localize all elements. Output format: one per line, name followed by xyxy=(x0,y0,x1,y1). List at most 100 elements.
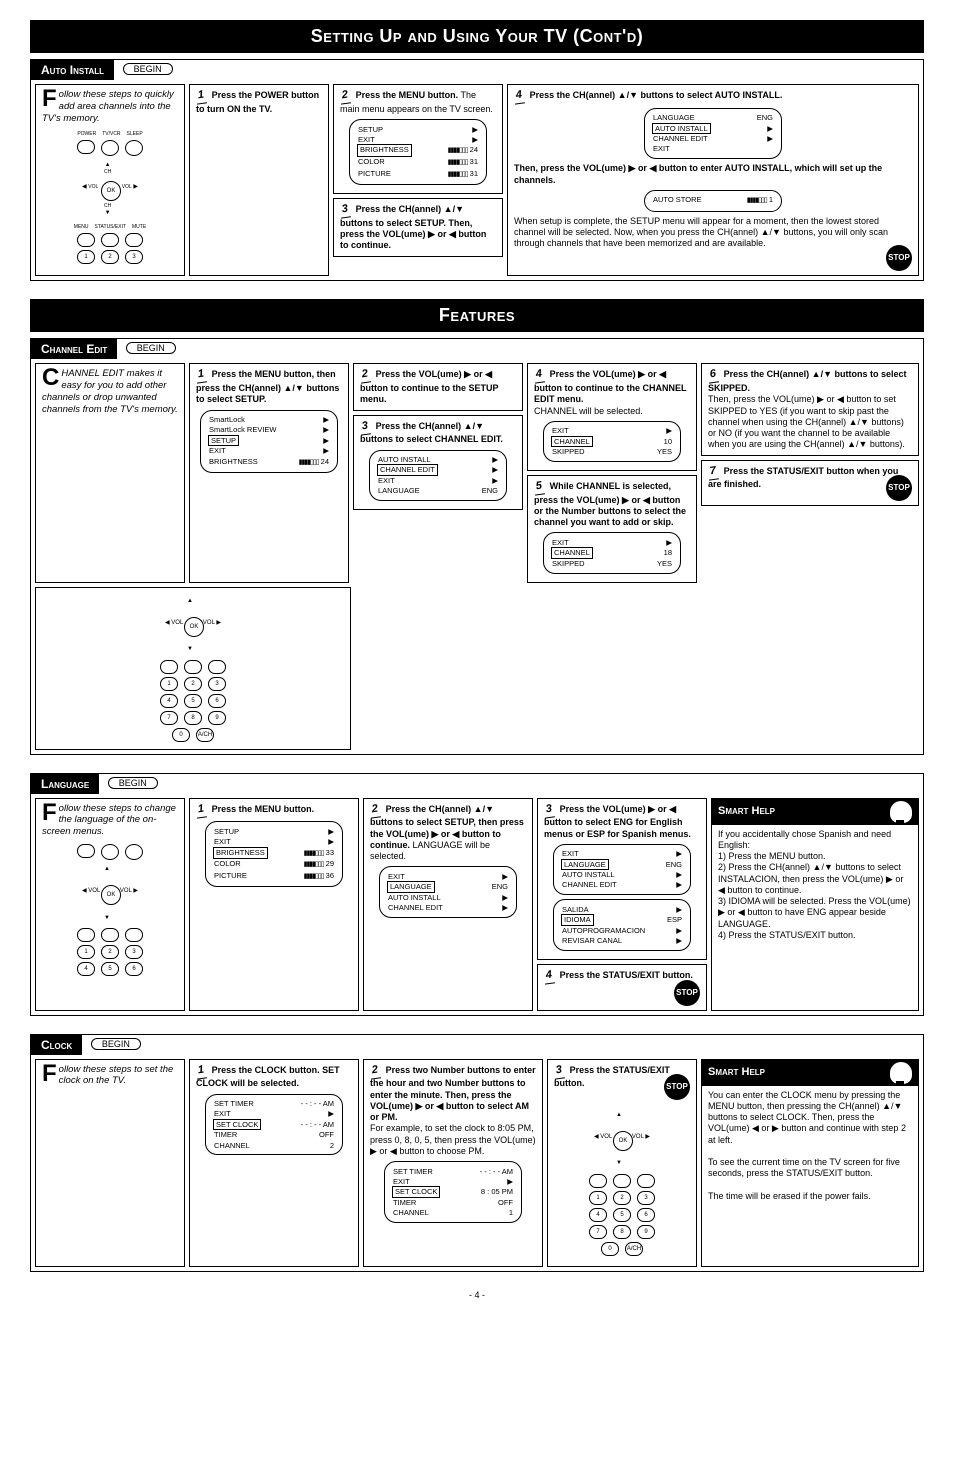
step-text: Press the POWER button to turn ON the TV… xyxy=(196,90,319,114)
dropcap: F xyxy=(42,1064,59,1083)
step-text: Press the CLOCK button. SET CLOCK will b… xyxy=(196,1065,340,1089)
step-text: Press the CH(annel) ▲/▼ buttons to selec… xyxy=(708,369,906,393)
osd-menu: SETUP▶EXIT▶BRIGHTNESS 24COLOR 31PICTURE … xyxy=(349,119,487,185)
step-text: While CHANNEL is selected, press the VOL… xyxy=(534,481,686,527)
language-section: Language BEGIN F ollow these steps to ch… xyxy=(30,773,924,1016)
ce-step1: 1 Press the MENU button, then press the … xyxy=(189,363,349,582)
stop-icon: STOP xyxy=(674,980,700,1006)
ce-step5: 5 While CHANNEL is selected, press the V… xyxy=(527,475,697,583)
lightbulb-icon xyxy=(890,801,912,823)
ai-step4: 4 Press the CH(annel) ▲/▼ buttons to sel… xyxy=(507,84,919,276)
ce-step6: 6 Press the CH(annel) ▲/▼ buttons to sel… xyxy=(701,363,919,455)
intro-text: ollow these steps to quickly add area ch… xyxy=(42,89,174,124)
step-text: Press the MENU button. xyxy=(212,804,315,814)
ce-remote-diagram: ▲▼ ◀ VOLVOL ▶ OK 123 456 789 0A/CH xyxy=(35,587,351,750)
step-num: 1 xyxy=(195,368,207,384)
channel-edit-section: Channel Edit BEGIN C HANNEL EDIT makes i… xyxy=(30,338,924,754)
step-num: 4 xyxy=(513,88,525,104)
intro-text: ollow these steps to change the language… xyxy=(42,803,176,838)
clock-section: Clock BEGIN F ollow these steps to set t… xyxy=(30,1034,924,1272)
step-text: Press the VOL(ume) ▶ or ◀ button to cont… xyxy=(534,369,686,404)
step-text: Press the CH(annel) ▲/▼ buttons to selec… xyxy=(340,204,486,250)
step-num: 1 xyxy=(195,88,207,104)
clock-step1: 1 Press the CLOCK button. SET CLOCK will… xyxy=(189,1059,359,1267)
step-num: 3 xyxy=(543,802,555,818)
step-text: Press the MENU button. xyxy=(356,90,459,100)
step-num: 7 xyxy=(707,464,719,480)
step-text: Press the MENU button, then press the CH… xyxy=(196,369,339,404)
begin-badge: BEGIN xyxy=(126,342,176,354)
step-num: 6 xyxy=(707,368,719,384)
auto-install-intro: F ollow these steps to quickly add area … xyxy=(35,84,185,276)
step-text: Press the VOL(ume) ▶ or ◀ button to cont… xyxy=(360,369,498,404)
step-num: 3 xyxy=(359,419,371,435)
osd-menu: EXIT▶LANGUAGEENGAUTO INSTALL▶CHANNEL EDI… xyxy=(379,866,517,918)
osd-menu: AUTO INSTALL▶CHANNEL EDIT▶EXIT▶LANGUAGEE… xyxy=(369,450,507,502)
auto-install-title: Auto Install xyxy=(31,60,114,80)
ce-step7: 7 Press the STATUS/EXIT button when you … xyxy=(701,460,919,507)
ce-step2: 2 Press the VOL(ume) ▶ or ◀ button to co… xyxy=(353,363,523,410)
step-text: Press the STATUS/EXIT button when you ar… xyxy=(708,466,898,490)
auto-install-section: Auto Install BEGIN F ollow these steps t… xyxy=(30,59,924,281)
ce-step4: 4 Press the VOL(ume) ▶ or ◀ button to co… xyxy=(527,363,697,471)
smart-help-body: You can enter the CLOCK menu by pressing… xyxy=(708,1090,912,1203)
step-text: Press the CH(annel) ▲/▼ buttons to selec… xyxy=(530,90,783,100)
step-body: Then, press the VOL(ume) ▶ or ◀ button t… xyxy=(708,394,905,449)
begin-badge: BEGIN xyxy=(108,777,158,789)
lang-step3: 3 Press the VOL(ume) ▶ or ◀ button to se… xyxy=(537,798,707,960)
clock-intro: F ollow these steps to set the clock on … xyxy=(35,1059,185,1267)
smart-help-title: Smart Help xyxy=(718,805,775,819)
clock-smart-help: Smart Help You can enter the CLOCK menu … xyxy=(701,1059,919,1267)
lang-step2: 2 Press the CH(annel) ▲/▼ buttons to sel… xyxy=(363,798,533,1011)
lang-step1: 1 Press the MENU button. SETUP▶EXIT▶BRIG… xyxy=(189,798,359,1011)
dropcap: F xyxy=(42,803,59,822)
osd-menu: SETUP▶EXIT▶BRIGHTNESS 33COLOR 29PICTURE … xyxy=(205,821,343,887)
step-num: 3 xyxy=(553,1063,565,1079)
osd-menu: LANGUAGEENGAUTO INSTALL▶CHANNEL EDIT▶EXI… xyxy=(644,108,782,160)
dropcap: F xyxy=(42,89,59,108)
clock-step3: 3 Press the STATUS/EXIT button. STOP ▲▼ … xyxy=(547,1059,697,1267)
features-banner: Features xyxy=(30,299,924,332)
page-banner: Setting Up and Using Your TV (Cont'd) xyxy=(30,20,924,53)
step-num: 2 xyxy=(339,88,351,104)
step-text: Press the STATUS/EXIT button. xyxy=(560,970,693,980)
ai-step2: 2 Press the MENU button. The main menu a… xyxy=(333,84,503,194)
step-text: Press the STATUS/EXIT button. xyxy=(554,1065,670,1089)
channel-edit-title: Channel Edit xyxy=(31,339,117,359)
step-body: Then, press the VOL(ume) ▶ or ◀ button t… xyxy=(514,163,912,186)
ce-intro: C HANNEL EDIT makes it easy for you to a… xyxy=(35,363,185,582)
smart-help-title: Smart Help xyxy=(708,1066,765,1080)
osd-menu: SALIDA▶IDIOMAESPAUTOPROGRAMACION▶REVISAR… xyxy=(553,899,691,951)
ce-step3: 3 Press the CH(annel) ▲/▼ buttons to sel… xyxy=(353,415,523,511)
lang-step4: 4 Press the STATUS/EXIT button. STOP xyxy=(537,964,707,1011)
osd-menu: SET TIMER- - : - - AMEXIT▶SET CLOCK- - :… xyxy=(205,1094,343,1156)
stop-icon: STOP xyxy=(886,245,912,271)
language-title: Language xyxy=(31,774,99,794)
begin-badge: BEGIN xyxy=(123,63,173,75)
step-num: 2 xyxy=(359,368,371,384)
step-num: 3 xyxy=(339,202,351,218)
smart-help-body: If you accidentally chose Spanish and ne… xyxy=(718,829,912,942)
step-num: 4 xyxy=(533,368,545,384)
lang-intro: F ollow these steps to change the langua… xyxy=(35,798,185,1011)
step-num: 1 xyxy=(195,802,207,818)
osd-menu: AUTO STORE 1 xyxy=(644,190,782,212)
lightbulb-icon xyxy=(890,1062,912,1084)
step-text: Press the VOL(ume) ▶ or ◀ button to sele… xyxy=(544,804,691,839)
dropcap: C xyxy=(42,368,61,387)
remote-diagram: POWER TV/VCR SLEEP ▲CH CH▼ ◀ VOL VOL ▶ O… xyxy=(50,131,170,265)
clock-step2: 2 Press two Number buttons to enter the … xyxy=(363,1059,543,1267)
step-note: CHANNEL will be selected. xyxy=(534,406,643,416)
step-end: When setup is complete, the SETUP menu w… xyxy=(514,216,912,250)
osd-menu: EXIT▶LANGUAGEENGAUTO INSTALL▶CHANNEL EDI… xyxy=(553,844,691,896)
step-example: For example, to set the clock to 8:05 PM… xyxy=(370,1123,536,1156)
step-num: 1 xyxy=(195,1063,207,1079)
intro-text: ollow these steps to set the clock on th… xyxy=(59,1064,174,1087)
ai-step1: 1 Press the POWER button to turn ON the … xyxy=(189,84,329,276)
step-num: 5 xyxy=(533,479,545,495)
stop-icon: STOP xyxy=(664,1074,690,1100)
begin-badge: BEGIN xyxy=(91,1038,141,1050)
osd-menu: SET TIMER- - : - - AMEXIT▶SET CLOCK8 : 0… xyxy=(384,1161,522,1223)
osd-menu: SmartLock▶SmartLock REVIEW▶SETUP▶EXIT▶BR… xyxy=(200,410,338,473)
step-num: 2 xyxy=(369,802,381,818)
